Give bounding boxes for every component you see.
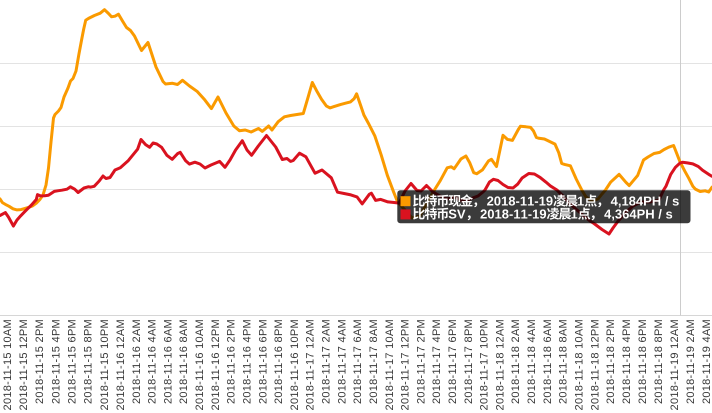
svg-text:2018-11-16 12AM: 2018-11-16 12AM <box>115 319 127 410</box>
svg-text:2018-11-17 12PM: 2018-11-17 12PM <box>400 319 412 410</box>
svg-text:2018-11-16 10PM: 2018-11-16 10PM <box>289 319 301 410</box>
svg-text:2018-11-16 2AM: 2018-11-16 2AM <box>131 319 143 404</box>
svg-text:2018-11-16 4AM: 2018-11-16 4AM <box>147 319 159 404</box>
svg-text:2018-11-19 4AM: 2018-11-19 4AM <box>701 319 712 404</box>
svg-text:2018-11-18 6PM: 2018-11-18 6PM <box>637 319 649 404</box>
svg-text:2018-11-16 10AM: 2018-11-16 10AM <box>194 319 206 410</box>
svg-text:2018-11-15 12PM: 2018-11-15 12PM <box>18 319 30 410</box>
svg-text:2018-11-17 6AM: 2018-11-17 6AM <box>352 319 364 404</box>
svg-text:2018-11-18 8PM: 2018-11-18 8PM <box>653 319 665 404</box>
svg-text:2018-11-18 10AM: 2018-11-18 10AM <box>574 319 586 410</box>
svg-text:2018-11-17 10PM: 2018-11-17 10PM <box>479 319 491 410</box>
svg-text:2018-11-19 12AM: 2018-11-19 12AM <box>669 319 681 410</box>
svg-text:2018-11-18 2AM: 2018-11-18 2AM <box>510 319 522 404</box>
svg-text:2018-11-16 12PM: 2018-11-16 12PM <box>210 319 222 410</box>
svg-text:2018-11-15 10PM: 2018-11-15 10PM <box>99 319 111 410</box>
svg-text:2018-11-16 2PM: 2018-11-16 2PM <box>226 319 238 404</box>
svg-text:2018-11-17 6PM: 2018-11-17 6PM <box>447 319 459 404</box>
svg-text:2018-11-17 2AM: 2018-11-17 2AM <box>321 319 333 404</box>
svg-text:2018-11-18 8AM: 2018-11-18 8AM <box>558 319 570 404</box>
svg-text:2018-11-17 10AM: 2018-11-17 10AM <box>384 319 396 410</box>
svg-text:2018-11-17 2PM: 2018-11-17 2PM <box>415 319 427 404</box>
svg-text:2018-11-16 8PM: 2018-11-16 8PM <box>273 319 285 404</box>
svg-text:2018-11-15 6PM: 2018-11-15 6PM <box>67 319 79 404</box>
svg-text:2018-11-18 12AM: 2018-11-18 12AM <box>494 319 506 410</box>
svg-text:2018-11-17 4PM: 2018-11-17 4PM <box>431 319 443 404</box>
svg-text:2018-11-18 4AM: 2018-11-18 4AM <box>526 319 538 404</box>
svg-text:2018-11-16 8AM: 2018-11-16 8AM <box>178 319 190 404</box>
svg-text:2018-11-15 4PM: 2018-11-15 4PM <box>50 319 62 404</box>
svg-text:2018-11-17 4AM: 2018-11-17 4AM <box>336 319 348 404</box>
svg-text:2018-11-18 2PM: 2018-11-18 2PM <box>605 319 617 404</box>
svg-text:2018-11-18 6AM: 2018-11-18 6AM <box>542 319 554 404</box>
svg-text:2018-11-17 8AM: 2018-11-17 8AM <box>368 319 380 404</box>
svg-text:2018-11-15 8PM: 2018-11-15 8PM <box>83 319 95 404</box>
svg-text:2018-11-17 8PM: 2018-11-17 8PM <box>463 319 475 404</box>
svg-text:2018-11-18 4PM: 2018-11-18 4PM <box>621 319 633 404</box>
svg-text:2018-11-16 4PM: 2018-11-16 4PM <box>242 319 254 404</box>
svg-text:2018-11-18 12PM: 2018-11-18 12PM <box>589 319 601 410</box>
svg-text:2018-11-16 6AM: 2018-11-16 6AM <box>162 319 174 404</box>
svg-text:2018-11-15 10AM: 2018-11-15 10AM <box>2 319 14 410</box>
svg-text:2018-11-17 12AM: 2018-11-17 12AM <box>305 319 317 410</box>
svg-text:2018-11-19 2AM: 2018-11-19 2AM <box>685 319 697 404</box>
svg-text:2018-11-16 6PM: 2018-11-16 6PM <box>257 319 269 404</box>
svg-text:2018-11-15 2PM: 2018-11-15 2PM <box>34 319 46 404</box>
